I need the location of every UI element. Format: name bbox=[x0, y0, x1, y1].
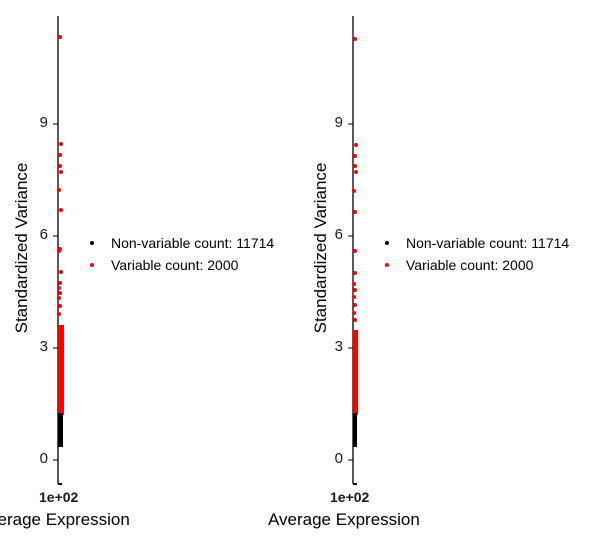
y-tick-6: 6 bbox=[334, 226, 343, 243]
legend: Non-variable count: 11714 Variable count… bbox=[82, 232, 274, 276]
y-tick-3: 3 bbox=[334, 338, 343, 355]
legend-item-non-variable: Non-variable count: 11714 bbox=[82, 232, 274, 254]
scatter-plot-right bbox=[348, 16, 358, 485]
y-tick-0: 0 bbox=[39, 450, 48, 467]
non-variable-points bbox=[353, 413, 357, 447]
x-tick-label: 1e+02 bbox=[39, 489, 79, 505]
y-tick-9: 9 bbox=[39, 114, 48, 131]
x-axis-label: Average Expression bbox=[0, 510, 130, 529]
y-tick-6: 6 bbox=[39, 226, 48, 243]
y-tick-3: 3 bbox=[39, 338, 48, 355]
red-dot-icon bbox=[385, 263, 389, 267]
non-variable-points bbox=[58, 413, 63, 447]
x-axis-label: Average Expression bbox=[268, 510, 420, 529]
legend-item-non-variable: Non-variable count: 11714 bbox=[377, 232, 569, 254]
black-dot-icon bbox=[90, 241, 94, 245]
scatter-plot-left bbox=[53, 16, 64, 485]
x-tick-label: 1e+02 bbox=[330, 489, 370, 505]
legend-item-variable: Variable count: 2000 bbox=[82, 254, 274, 276]
legend-label: Variable count: 2000 bbox=[406, 257, 534, 273]
plot-panel-right: 0 3 6 9 1e+02 Standardized Variance Aver… bbox=[268, 0, 595, 546]
legend-label: Non-variable count: 11714 bbox=[406, 235, 570, 251]
variable-points bbox=[57, 35, 64, 415]
variable-points bbox=[352, 37, 358, 415]
y-tick-0: 0 bbox=[334, 450, 343, 467]
y-tick-9: 9 bbox=[334, 114, 343, 131]
y-axis-label: Standardized Variance bbox=[311, 162, 330, 334]
legend: Non-variable count: 11714 Variable count… bbox=[377, 232, 569, 276]
legend-label: Variable count: 2000 bbox=[111, 257, 239, 273]
red-dot-icon bbox=[90, 263, 94, 267]
black-dot-icon bbox=[385, 241, 389, 245]
plot-panel-left: 0 3 6 9 1e+02 Standardized Variance Aver… bbox=[0, 0, 300, 546]
legend-item-variable: Variable count: 2000 bbox=[377, 254, 569, 276]
legend-label: Non-variable count: 11714 bbox=[111, 235, 275, 251]
y-axis-label: Standardized Variance bbox=[12, 162, 31, 334]
